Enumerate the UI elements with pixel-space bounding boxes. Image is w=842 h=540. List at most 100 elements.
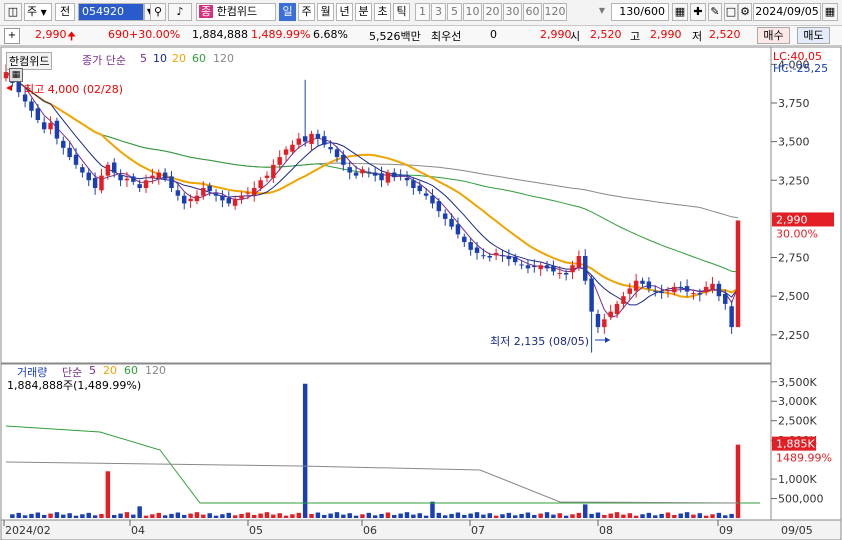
candle-body bbox=[481, 255, 486, 257]
volume-bar bbox=[92, 515, 98, 518]
speaker-icon[interactable]: ♪ bbox=[168, 3, 192, 21]
volume-bar bbox=[131, 514, 136, 518]
low-price: 2,520 bbox=[709, 28, 741, 41]
volume-bar bbox=[181, 514, 187, 518]
market-select[interactable]: 주 ▼ bbox=[24, 3, 52, 21]
candle-body bbox=[290, 144, 295, 152]
minute-30[interactable]: 30 bbox=[503, 3, 522, 21]
hc-label: HC:-25,25 bbox=[773, 62, 829, 75]
buy-button[interactable]: 매수 bbox=[757, 27, 790, 44]
volume-bar bbox=[423, 515, 429, 518]
volume-bar bbox=[691, 514, 696, 518]
type-select[interactable]: 전 bbox=[55, 3, 75, 21]
candle-body bbox=[201, 188, 206, 196]
cross-icon[interactable]: ✚ bbox=[690, 3, 706, 21]
volume-tick-label: 3,000K bbox=[778, 395, 817, 408]
minute-10[interactable]: 10 bbox=[463, 3, 482, 21]
date-field[interactable]: 2024/09/05 bbox=[753, 3, 821, 21]
price-legend-name[interactable]: 한컴위드 bbox=[6, 52, 53, 70]
stock-name-text: 한컴위드 bbox=[216, 5, 258, 18]
minute-1[interactable]: 1 bbox=[415, 3, 430, 21]
period-3[interactable]: 년 bbox=[336, 3, 353, 21]
volume-bar bbox=[239, 513, 244, 518]
candle-body bbox=[583, 256, 588, 281]
minute-60[interactable]: 60 bbox=[523, 3, 542, 21]
candle-body bbox=[54, 120, 60, 139]
candle-body bbox=[48, 123, 53, 130]
x-axis-area bbox=[0, 519, 842, 540]
volume-bar bbox=[302, 383, 308, 518]
search-icon[interactable]: ⚲ bbox=[150, 3, 166, 21]
volume-bar bbox=[723, 515, 728, 518]
x-tick-label: 09 bbox=[719, 524, 733, 537]
candle-body bbox=[194, 195, 200, 202]
price-tick-label: 2,500 bbox=[778, 290, 810, 303]
volume-bar bbox=[583, 504, 588, 518]
volume-bar bbox=[614, 512, 620, 518]
chart-settings-icon[interactable]: ▦ bbox=[9, 68, 23, 82]
stock-name-field[interactable]: 종 한컴위드 bbox=[196, 3, 276, 21]
candle-body bbox=[703, 286, 709, 293]
gear-icon[interactable]: ⚙ bbox=[738, 3, 752, 21]
candle-body bbox=[640, 280, 645, 284]
volume-bar bbox=[54, 512, 60, 518]
minute-20[interactable]: 20 bbox=[483, 3, 502, 21]
x-tick-label: 07 bbox=[471, 524, 485, 537]
period-1[interactable]: 주 bbox=[298, 3, 315, 21]
volume-bar bbox=[602, 514, 607, 518]
layout-icon[interactable]: ◫ bbox=[4, 3, 22, 21]
stock-chart[interactable]: 4,000 3,750 3,500 3,250 2,750 2,500 2,250 3,500… bbox=[0, 46, 842, 540]
candle-body bbox=[500, 255, 505, 257]
volume-legend-name: 거래량 bbox=[17, 366, 48, 379]
volume-bar bbox=[86, 512, 91, 518]
candle-body bbox=[169, 176, 174, 188]
period-6[interactable]: 틱 bbox=[393, 3, 410, 21]
volume-bar bbox=[436, 512, 442, 518]
minute-5[interactable]: 5 bbox=[447, 3, 462, 21]
volume-bar bbox=[665, 512, 671, 518]
candle-body bbox=[659, 291, 664, 294]
expand-icon[interactable]: + bbox=[4, 28, 20, 44]
sell-button[interactable]: 매도 bbox=[797, 27, 830, 44]
candle-body bbox=[462, 236, 467, 243]
period-chevron-icon[interactable]: ▼ bbox=[598, 6, 606, 15]
volume-bar bbox=[290, 514, 295, 518]
volume-bar bbox=[137, 506, 142, 518]
code-input[interactable]: 054920 bbox=[78, 3, 144, 21]
period-4[interactable]: 분 bbox=[355, 3, 372, 21]
period-2[interactable]: 월 bbox=[317, 3, 334, 21]
minute-3[interactable]: 3 bbox=[431, 3, 446, 21]
candle-body bbox=[220, 195, 225, 201]
volume-bar bbox=[334, 512, 340, 518]
ma60-line bbox=[5, 71, 739, 273]
bars-icon[interactable]: ▦ bbox=[672, 3, 688, 21]
price-tick-label: 4,000 bbox=[778, 58, 810, 71]
draw-icon[interactable]: ✎ bbox=[708, 3, 722, 21]
volume-bar bbox=[621, 514, 626, 518]
candle-body bbox=[16, 80, 21, 93]
count-field[interactable]: 130/600 bbox=[611, 3, 669, 21]
volume-bar bbox=[22, 515, 28, 518]
volume-bar bbox=[258, 513, 263, 518]
priority-label: 최우선 bbox=[431, 30, 462, 43]
x-tick-label: 04 bbox=[131, 524, 145, 537]
candle-body bbox=[614, 303, 620, 314]
volume-bar bbox=[672, 514, 677, 518]
candle-body bbox=[99, 175, 104, 191]
volume-bar bbox=[162, 515, 168, 518]
period-0[interactable]: 일 bbox=[279, 3, 296, 21]
candle-body bbox=[73, 154, 79, 165]
calendar-icon[interactable]: ▦ bbox=[822, 3, 838, 21]
candle-body bbox=[493, 252, 499, 256]
chart-type-icon[interactable]: □ bbox=[724, 3, 738, 21]
volume-bar bbox=[353, 515, 359, 518]
candle-body bbox=[653, 290, 658, 292]
period-5[interactable]: 초 bbox=[374, 3, 391, 21]
price-change: 690 bbox=[108, 28, 129, 41]
vol-ma60-label: 60 bbox=[124, 364, 138, 377]
candle-body bbox=[506, 256, 512, 260]
volume-bar bbox=[366, 512, 372, 518]
volume-bar bbox=[35, 512, 41, 518]
candle-body bbox=[86, 172, 91, 181]
minute-120[interactable]: 120 bbox=[543, 3, 567, 21]
